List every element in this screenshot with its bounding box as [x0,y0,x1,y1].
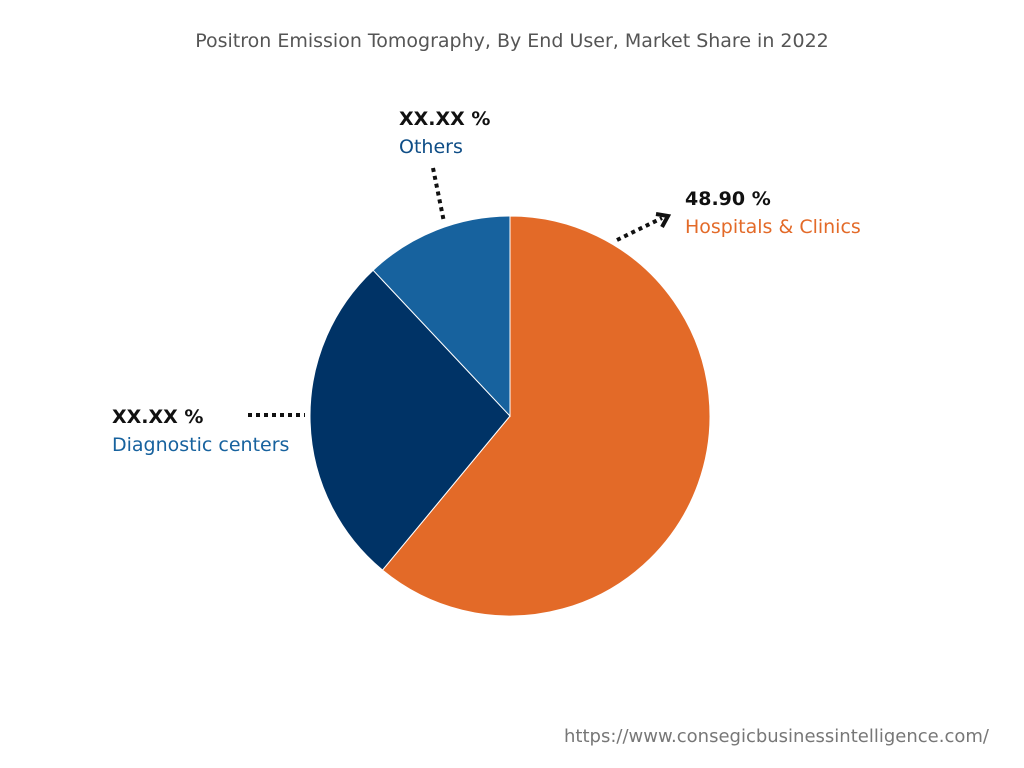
slice-name-others: Others [399,136,463,158]
arrowhead-hospitals-icon [655,212,672,228]
watermark-url: https://www.consegicbusinessintelligence… [564,726,989,747]
slice-value-others: XX.XX % [399,108,491,130]
leader-others [431,167,446,223]
slice-name-hospitals: Hospitals & Clinics [685,216,861,238]
pie-slice-diagnostic-centers [309,269,511,571]
chart-title: Positron Emission Tomography, By End Use… [195,30,829,52]
slice-value-hospitals: 48.90 % [685,188,771,210]
slice-value-diagnostic: XX.XX % [112,406,204,428]
slice-name-diagnostic: Diagnostic centers [112,434,290,456]
label-hospitals: 48.90 % Hospitals & Clinics [685,188,861,238]
pie-slice-others [372,215,511,418]
leader-hospitals [616,216,663,242]
pie-slice-hospitals-clinics [381,215,711,617]
label-diagnostic: XX.XX % Diagnostic centers [112,406,289,456]
label-others: XX.XX % Others [399,108,490,158]
